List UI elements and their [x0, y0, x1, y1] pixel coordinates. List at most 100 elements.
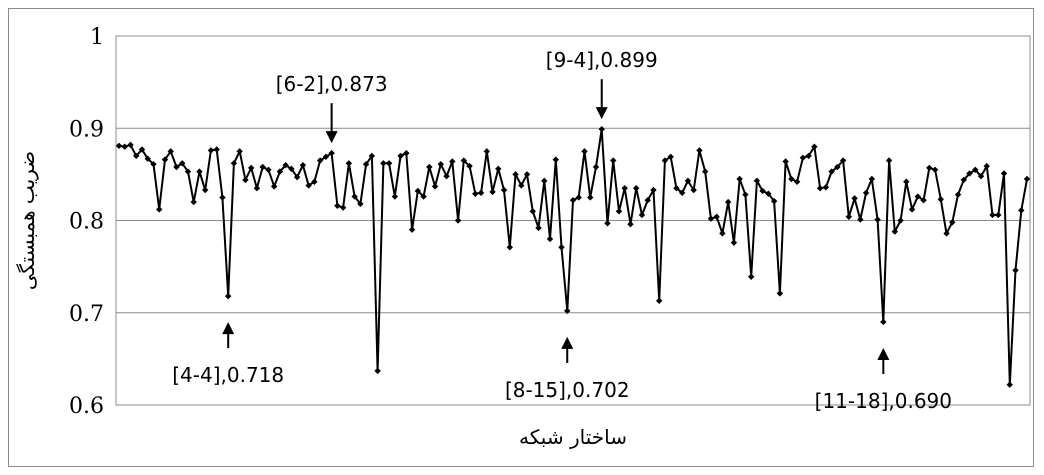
data-point: [707, 215, 715, 222]
data-point: [460, 157, 468, 164]
y-tick-label: 0.7: [69, 302, 104, 327]
data-point: [466, 162, 473, 170]
data-point: [753, 177, 761, 185]
data-point: [598, 125, 605, 133]
data-point: [828, 168, 835, 175]
annotation-label: [11-18],0.690: [815, 389, 952, 413]
data-point: [713, 213, 720, 221]
data-point: [627, 220, 634, 228]
data-point: [793, 178, 801, 185]
data-point: [1012, 267, 1019, 274]
data-point: [518, 182, 525, 189]
data-point: [564, 307, 571, 315]
data-point: [851, 195, 858, 202]
data-point: [587, 194, 594, 201]
data-point: [552, 156, 559, 163]
data-point: [202, 186, 209, 194]
data-point: [903, 178, 910, 185]
data-point: [742, 191, 749, 198]
data-point: [684, 177, 692, 185]
data-point: [983, 162, 990, 170]
data-point: [127, 141, 134, 149]
data-point: [690, 186, 697, 194]
data-point: [138, 146, 146, 153]
data-point: [834, 163, 841, 171]
data-point: [776, 290, 784, 297]
data-point: [339, 204, 347, 211]
data-point: [995, 211, 1002, 219]
data-point: [569, 197, 577, 204]
x-axis-label: ساختار شبکه: [519, 425, 627, 449]
data-point: [592, 163, 600, 171]
series-markers: [115, 125, 1031, 388]
annotation-arrowhead: [595, 107, 608, 120]
data-point: [242, 176, 249, 184]
data-point: [133, 152, 140, 160]
data-point: [495, 165, 502, 173]
data-point: [581, 148, 588, 155]
y-tick-label: 1: [90, 25, 104, 50]
data-point: [115, 142, 123, 149]
data-point: [213, 146, 220, 153]
annotation-label: [6-2],0.873: [276, 72, 388, 96]
data-point: [535, 224, 542, 232]
data-point: [799, 154, 807, 161]
data-point: [972, 166, 979, 173]
data-point: [144, 155, 151, 162]
data-point: [299, 161, 307, 169]
data-point: [811, 143, 818, 150]
data-point: [1018, 207, 1025, 214]
gridlines: [116, 35, 1030, 406]
data-point: [351, 193, 358, 200]
data-point: [477, 189, 485, 197]
annotation-arrowhead: [561, 336, 574, 349]
data-point: [937, 196, 944, 203]
data-point: [196, 168, 203, 175]
data-point: [357, 200, 364, 208]
data-point: [156, 206, 163, 213]
data-point: [328, 149, 335, 157]
data-point: [161, 156, 169, 163]
data-point: [730, 239, 738, 246]
data-point: [408, 226, 416, 233]
data-point: [282, 161, 289, 169]
data-point: [558, 244, 565, 251]
data-point: [857, 216, 864, 223]
data-point: [403, 149, 410, 157]
data-point: [380, 160, 387, 167]
data-point: [816, 185, 824, 192]
data-point: [678, 189, 686, 197]
data-point: [368, 152, 376, 160]
data-point: [650, 186, 657, 194]
data-point: [954, 191, 962, 198]
data-point: [362, 161, 370, 168]
data-point: [943, 230, 950, 237]
data-point: [897, 217, 904, 224]
data-point: [621, 185, 628, 192]
y-axis-ticks: 0.6 0.7 0.8 0.9 1: [69, 25, 104, 419]
data-point: [788, 175, 795, 183]
annotation-label: [8-15],0.702: [505, 378, 630, 402]
data-point: [926, 164, 933, 172]
data-point: [920, 197, 927, 204]
data-point: [230, 160, 238, 167]
data-point: [782, 158, 789, 165]
data-point: [385, 160, 393, 167]
data-point: [293, 173, 301, 181]
data-point: [575, 194, 582, 201]
data-point: [908, 206, 916, 213]
data-point: [822, 184, 830, 191]
data-point: [610, 157, 617, 164]
data-point: [696, 147, 703, 154]
data-point: [1000, 170, 1008, 177]
data-point: [167, 148, 174, 155]
data-point: [190, 198, 197, 206]
data-point: [219, 194, 226, 201]
data-point: [305, 182, 312, 189]
data-point: [150, 161, 157, 168]
y-axis-label: ضریب همبستگی: [15, 151, 39, 290]
data-point: [224, 292, 232, 300]
data-point: [759, 187, 766, 195]
data-point: [322, 153, 330, 161]
data-point: [512, 171, 519, 178]
